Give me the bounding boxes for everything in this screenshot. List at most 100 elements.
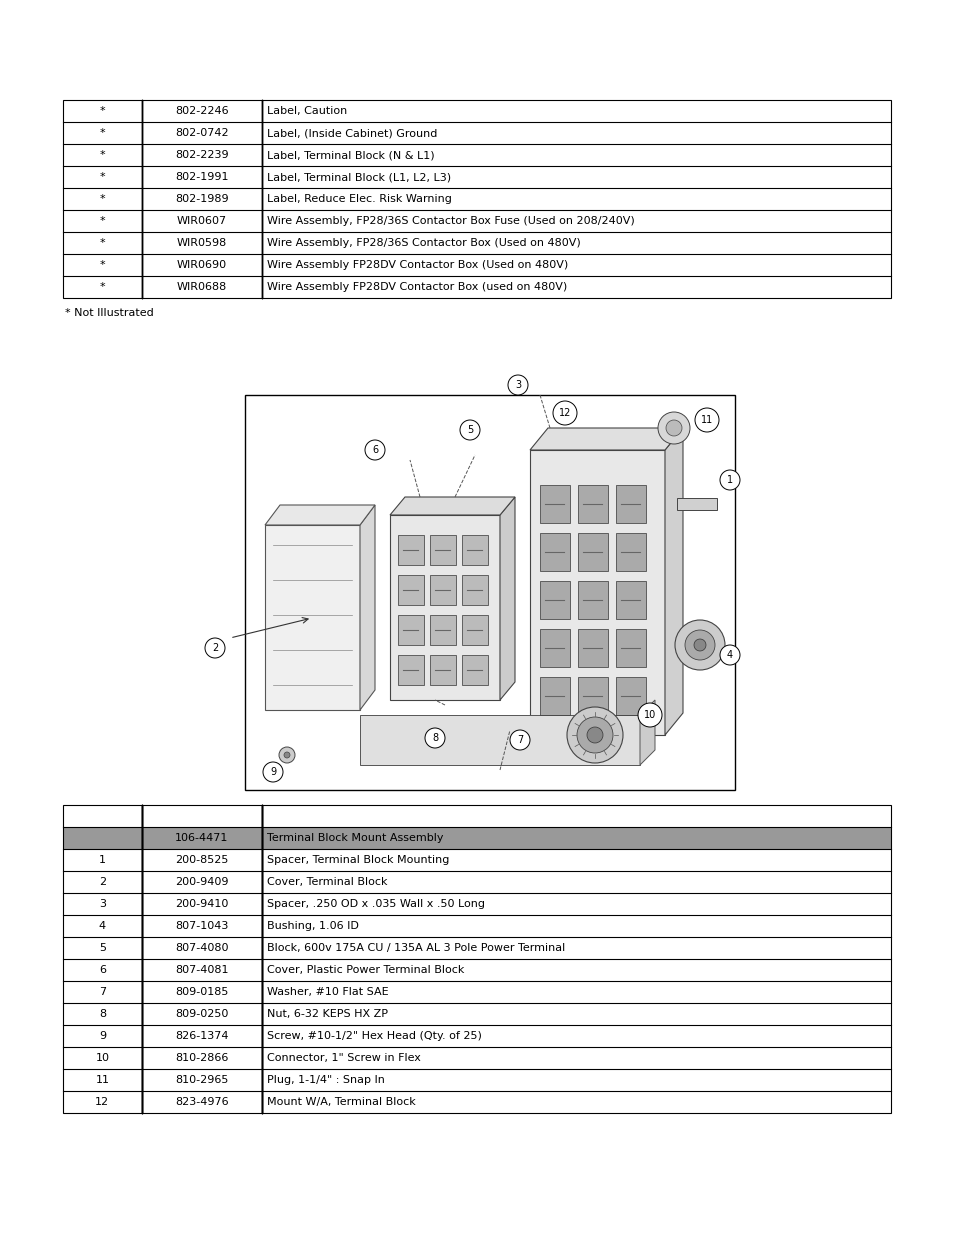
Text: Label, Terminal Block (N & L1): Label, Terminal Block (N & L1): [267, 149, 434, 161]
Circle shape: [263, 762, 283, 782]
Circle shape: [658, 412, 689, 445]
Text: *: *: [99, 216, 105, 226]
Text: Washer, #10 Flat SAE: Washer, #10 Flat SAE: [267, 987, 388, 997]
Text: 2: 2: [99, 877, 106, 887]
Text: Wire Assembly, FP28/36S Contactor Box Fuse (Used on 208/240V): Wire Assembly, FP28/36S Contactor Box Fu…: [267, 216, 634, 226]
Text: Block, 600v 175A CU / 135A AL 3 Pole Power Terminal: Block, 600v 175A CU / 135A AL 3 Pole Pow…: [267, 944, 564, 953]
Bar: [397, 576, 423, 605]
Bar: [616, 580, 645, 619]
Bar: [539, 534, 569, 571]
Text: 810-2965: 810-2965: [174, 1074, 228, 1086]
Bar: [539, 629, 569, 667]
Text: 200-9410: 200-9410: [174, 899, 228, 909]
Text: 802-2246: 802-2246: [174, 106, 229, 116]
Circle shape: [586, 727, 602, 743]
Text: 809-0250: 809-0250: [174, 1009, 228, 1019]
Text: Nut, 6-32 KEPS HX ZP: Nut, 6-32 KEPS HX ZP: [267, 1009, 387, 1019]
Bar: [63, 805, 890, 1113]
Text: 6: 6: [99, 965, 106, 974]
Text: 802-1991: 802-1991: [174, 172, 228, 182]
Bar: [616, 677, 645, 715]
Circle shape: [684, 630, 714, 659]
Text: 810-2866: 810-2866: [174, 1053, 228, 1063]
Text: 809-0185: 809-0185: [174, 987, 228, 997]
Text: 200-8525: 200-8525: [174, 855, 228, 864]
Text: 11: 11: [700, 415, 713, 425]
Polygon shape: [359, 505, 375, 710]
Text: Label, Terminal Block (L1, L2, L3): Label, Terminal Block (L1, L2, L3): [267, 172, 451, 182]
Bar: [430, 655, 456, 685]
Bar: [397, 655, 423, 685]
Text: *: *: [99, 238, 105, 248]
Bar: [461, 615, 488, 645]
Bar: [616, 629, 645, 667]
Text: 200-9409: 200-9409: [174, 877, 228, 887]
Circle shape: [720, 471, 740, 490]
Text: *: *: [99, 261, 105, 270]
Bar: [578, 485, 607, 522]
Bar: [578, 534, 607, 571]
Circle shape: [424, 727, 444, 748]
Polygon shape: [639, 700, 655, 764]
Text: Spacer, .250 OD x .035 Wall x .50 Long: Spacer, .250 OD x .035 Wall x .50 Long: [267, 899, 484, 909]
Text: 106-4471: 106-4471: [174, 832, 228, 844]
Text: 3: 3: [515, 380, 520, 390]
Bar: [539, 580, 569, 619]
Circle shape: [553, 401, 577, 425]
Text: Label, Reduce Elec. Risk Warning: Label, Reduce Elec. Risk Warning: [267, 194, 451, 204]
Bar: [539, 485, 569, 522]
Bar: [390, 515, 499, 700]
Text: Wire Assembly FP28DV Contactor Box (used on 480V): Wire Assembly FP28DV Contactor Box (used…: [267, 282, 566, 291]
Circle shape: [205, 638, 225, 658]
Text: Screw, #10-1/2" Hex Head (Qty. of 25): Screw, #10-1/2" Hex Head (Qty. of 25): [267, 1031, 481, 1041]
Polygon shape: [664, 429, 682, 735]
Bar: [397, 535, 423, 564]
Text: *: *: [99, 149, 105, 161]
Circle shape: [510, 730, 530, 750]
Text: 2: 2: [212, 643, 218, 653]
Circle shape: [365, 440, 385, 459]
Bar: [530, 450, 664, 735]
Bar: [539, 677, 569, 715]
Text: 4: 4: [726, 650, 732, 659]
Text: 1: 1: [99, 855, 106, 864]
Text: Cover, Plastic Power Terminal Block: Cover, Plastic Power Terminal Block: [267, 965, 463, 974]
Text: 5: 5: [466, 425, 473, 435]
Circle shape: [638, 703, 661, 727]
Bar: [616, 534, 645, 571]
Bar: [430, 615, 456, 645]
Text: 11: 11: [95, 1074, 110, 1086]
Bar: [359, 715, 639, 764]
Text: 10: 10: [643, 710, 656, 720]
Text: 1: 1: [726, 475, 732, 485]
Circle shape: [577, 718, 613, 753]
Bar: [63, 827, 890, 848]
Bar: [461, 655, 488, 685]
Text: *: *: [99, 106, 105, 116]
Text: 807-4080: 807-4080: [174, 944, 228, 953]
Text: 7: 7: [99, 987, 106, 997]
Text: 802-0742: 802-0742: [174, 128, 229, 138]
Text: 802-2239: 802-2239: [174, 149, 229, 161]
Text: 807-4081: 807-4081: [174, 965, 228, 974]
Circle shape: [459, 420, 479, 440]
Text: 6: 6: [372, 445, 377, 454]
Bar: [430, 576, 456, 605]
Text: Mount W/A, Terminal Block: Mount W/A, Terminal Block: [267, 1097, 416, 1107]
Text: *: *: [99, 194, 105, 204]
Bar: [578, 580, 607, 619]
Bar: [461, 576, 488, 605]
Bar: [397, 615, 423, 645]
Text: 4: 4: [99, 921, 106, 931]
Text: Connector, 1" Screw in Flex: Connector, 1" Screw in Flex: [267, 1053, 420, 1063]
Bar: [245, 395, 734, 790]
Bar: [616, 485, 645, 522]
Text: *: *: [99, 172, 105, 182]
Circle shape: [693, 638, 705, 651]
Text: WIR0688: WIR0688: [176, 282, 227, 291]
Text: Cover, Terminal Block: Cover, Terminal Block: [267, 877, 387, 887]
Text: *: *: [99, 282, 105, 291]
Circle shape: [720, 645, 740, 664]
Text: WIR0607: WIR0607: [176, 216, 227, 226]
Text: 802-1989: 802-1989: [174, 194, 229, 204]
